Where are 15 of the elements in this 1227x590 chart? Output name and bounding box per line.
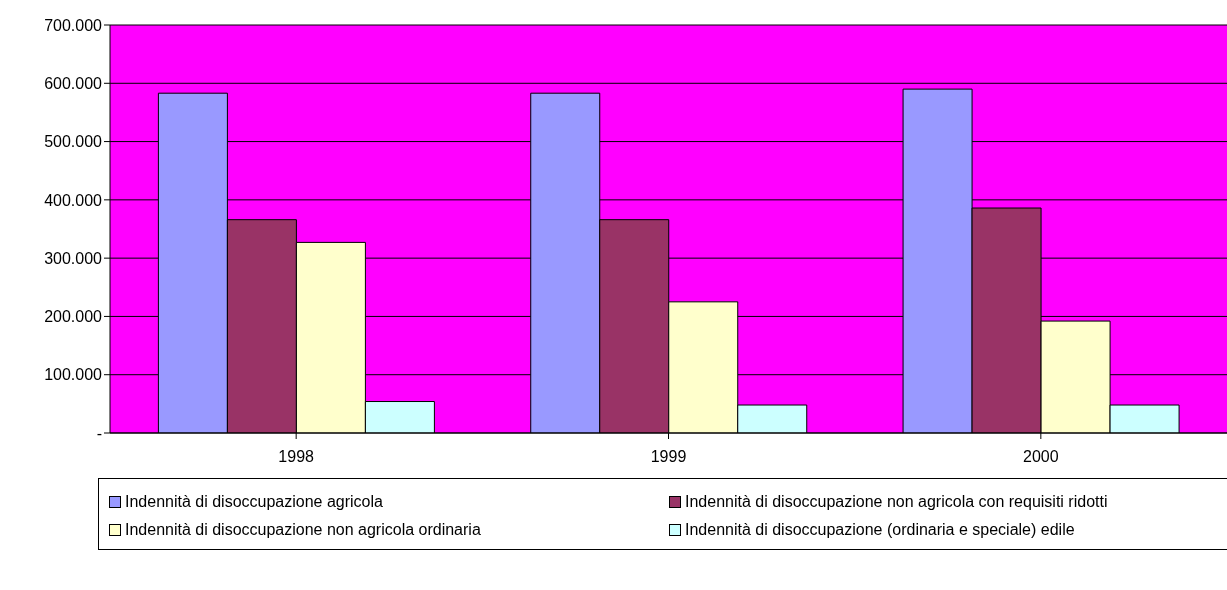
x-tick-label: 1998 bbox=[278, 448, 315, 466]
x-tick-label: 2000 bbox=[1023, 448, 1059, 466]
legend-label: Indennità di disoccupazione agricola bbox=[125, 493, 383, 511]
y-tick-label: 500.000 bbox=[44, 133, 103, 151]
legend-label: Indennità di disoccupazione non agricola con requisiti ridotti bbox=[685, 493, 1108, 511]
legend-label: Indennità di disoccupazione non agricola ordinaria bbox=[125, 521, 481, 539]
y-tick-label: - bbox=[96, 424, 102, 442]
x-tick-label: 1999 bbox=[650, 448, 687, 466]
y-tick-label: 100.000 bbox=[44, 366, 103, 384]
legend-label: Indennità di disoccupazione (ordinaria e speciale) edile bbox=[685, 521, 1075, 539]
y-tick-label: 200.000 bbox=[44, 308, 103, 326]
y-tick-label: 700.000 bbox=[44, 16, 103, 34]
y-tick-label: 600.000 bbox=[44, 74, 103, 92]
y-tick-label: 400.000 bbox=[44, 191, 103, 209]
y-tick-label: 300.000 bbox=[44, 249, 103, 267]
